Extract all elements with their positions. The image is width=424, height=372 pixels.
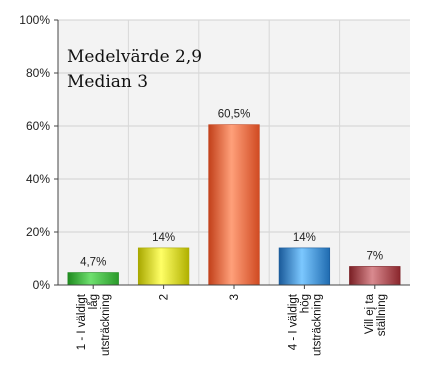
bars-group: 4,7% 14% 60,5% 14% 7% [67, 109, 401, 286]
y-axis: 0% 20% 40% 60% 80% 100% [19, 13, 59, 292]
bar [208, 124, 260, 286]
x-category-line: utsträckning [100, 294, 112, 356]
x-category-line: 3 [229, 294, 241, 300]
x-category-line: hög [299, 294, 311, 313]
y-tick-label: 100% [19, 13, 50, 27]
x-category-line: Vill ej ta [364, 293, 376, 334]
x-category-line: 1 - I väldigt [76, 293, 88, 350]
x-category-label: 4 - I väldigthögutsträckning [287, 293, 323, 356]
x-category-label: 2 [159, 294, 171, 300]
x-category-line: utsträckning [311, 294, 323, 356]
x-category-line: ställning [376, 294, 388, 336]
x-category-label: 3 [229, 294, 241, 300]
bar-value-label: 4,7% [80, 257, 106, 269]
annotation-box: Medelvärde 2,9 Median 3 [67, 47, 202, 92]
bar [137, 247, 190, 286]
y-tick-label: 0% [33, 278, 51, 292]
y-tick-label: 20% [26, 225, 50, 239]
y-tick-label: 40% [26, 172, 50, 186]
bar [349, 266, 401, 286]
y-tick-label: 80% [26, 66, 50, 80]
bar [67, 272, 119, 286]
annotation-mean: Medelvärde 2,9 [67, 47, 202, 67]
x-axis: 1 - I väldigtlågutsträckning 2 3 4 - I väld… [58, 284, 410, 356]
bar-value-label: 14% [293, 232, 316, 244]
x-category-label: Vill ej taställning [364, 293, 388, 336]
x-category-line: 4 - I väldigt [287, 293, 299, 350]
bar-value-label: 60,5% [218, 109, 251, 121]
annotation-median: Median 3 [67, 72, 148, 92]
x-category-line: låg [88, 294, 100, 309]
y-tick-label: 60% [26, 119, 50, 133]
x-category-line: 2 [159, 294, 171, 300]
bar-value-label: 14% [152, 232, 175, 244]
x-category-label: 1 - I väldigtlågutsträckning [76, 293, 112, 356]
bar [278, 247, 331, 286]
bar-value-label: 7% [366, 250, 383, 262]
